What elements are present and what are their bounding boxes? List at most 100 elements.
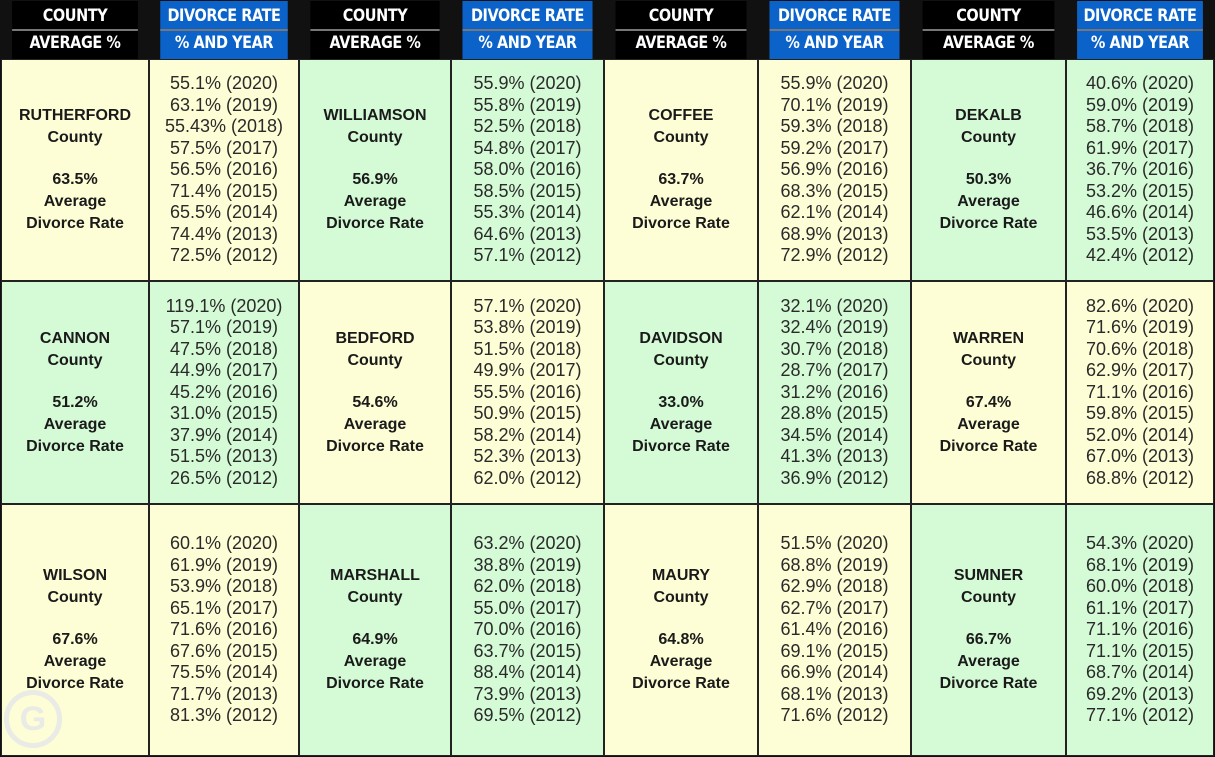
rate-year-entry: 30.7% (2018): [780, 338, 889, 359]
rate-year-entry: 54.8% (2017): [473, 137, 582, 158]
rate-year-entry: 82.6% (2020): [1085, 295, 1195, 316]
divorce-rate-label: Divorce Rate: [326, 437, 424, 455]
rate-year-entry: 71.6% (2016): [169, 619, 279, 640]
rate-year-entry: 59.8% (2015): [1085, 403, 1195, 424]
rate-year-entry: 55.8% (2019): [473, 94, 582, 115]
rates-cell: 55.9% (2020) 70.1% (2019) 59.3% (2018) 59.2…: [758, 59, 911, 281]
rate-year-entry: 61.4% (2016): [780, 619, 889, 640]
header-line: AVERAGE %: [29, 33, 121, 53]
county-average-value: 63.5%: [52, 171, 98, 188]
rate-year-entry: 55.9% (2020): [780, 73, 889, 94]
rate-year-entry: 51.5% (2013): [169, 446, 279, 467]
rate-year-entry: 69.1% (2015): [780, 640, 889, 661]
average-label: Average: [957, 193, 1020, 210]
county-label: County: [653, 129, 709, 146]
rate-year-entry: 88.4% (2014): [473, 662, 582, 683]
rate-year-entry: 51.5% (2020): [780, 533, 889, 554]
rates-cell: 63.2% (2020) 38.8% (2019) 62.0% (2018) 55.0…: [451, 504, 604, 756]
county-name: WILSON: [43, 567, 107, 584]
rate-year-entry: 56.5% (2016): [169, 159, 279, 180]
divorce-rate-label: Divorce Rate: [26, 215, 124, 232]
header-line: DIVORCE RATE: [769, 4, 900, 31]
rates-cell: 57.1% (2020) 53.8% (2019) 51.5% (2018) 49.9…: [451, 281, 604, 504]
rate-year-entry: 58.5% (2015): [473, 180, 582, 201]
county-name: MARSHALL: [330, 567, 420, 584]
rate-year-entry: 68.1% (2013): [780, 683, 889, 704]
rate-year-entry: 62.7% (2017): [780, 597, 889, 618]
rate-year-entry: 59.0% (2019): [1085, 94, 1195, 115]
header-line: % AND YEAR: [1090, 33, 1190, 53]
rate-year-entry: 119.1% (2020): [165, 295, 283, 316]
rate-year-entry: 34.5% (2014): [780, 424, 889, 445]
rate-year-entry: 57.1% (2020): [473, 295, 582, 316]
county-label: County: [347, 589, 403, 606]
average-label: Average: [957, 653, 1020, 670]
county-label: County: [347, 129, 403, 146]
rate-year-entry: 68.9% (2013): [780, 223, 889, 244]
rate-year-entry: 58.2% (2014): [473, 424, 582, 445]
rate-year-entry: 55.43% (2018): [164, 116, 284, 137]
rate-year-entry: 53.5% (2013): [1085, 223, 1195, 244]
county-label: County: [47, 351, 103, 369]
rate-year-entry: 66.9% (2014): [780, 662, 889, 683]
rate-year-entry: 62.0% (2018): [473, 576, 582, 597]
rate-year-entry: 36.7% (2016): [1085, 159, 1195, 180]
rate-year-entry: 60.0% (2018): [1085, 576, 1195, 597]
rate-year-entry: 74.4% (2013): [169, 223, 279, 244]
county-label: County: [347, 351, 403, 369]
header-line: COUNTY: [310, 4, 440, 31]
divorce-rate-label: Divorce Rate: [632, 437, 730, 455]
rate-year-entry: 65.1% (2017): [169, 597, 279, 618]
rate-year-entry: 72.5% (2012): [169, 245, 279, 266]
rates-cell: 60.1% (2020) 61.9% (2019) 53.9% (2018) 65.1…: [149, 504, 299, 756]
divorce-rate-label: Divorce Rate: [326, 675, 424, 692]
average-label: Average: [343, 415, 407, 433]
header-line: COUNTY: [922, 4, 1055, 31]
rate-year-entry: 36.9% (2012): [780, 467, 889, 488]
rate-year-entry: 32.1% (2020): [780, 295, 889, 316]
rate-year-entry: 50.9% (2015): [473, 403, 582, 424]
county-cell: BEDFORD County 54.6% Average Divorce Rate: [299, 281, 451, 504]
rates-cell: 54.3% (2020) 68.1% (2019) 60.0% (2018) 61.1…: [1066, 504, 1214, 756]
rate-year-entry: 41.3% (2013): [780, 446, 889, 467]
rate-year-entry: 52.5% (2018): [473, 116, 582, 137]
header-county-average: COUNTY AVERAGE %: [615, 1, 747, 59]
rate-year-entry: 58.0% (2016): [473, 159, 582, 180]
county-average-value: 67.4%: [965, 393, 1012, 411]
rate-year-entry: 77.1% (2012): [1085, 705, 1195, 726]
rate-year-entry: 71.6% (2019): [1085, 317, 1195, 338]
rate-year-entry: 62.0% (2012): [473, 467, 582, 488]
county-average-value: 66.7%: [965, 631, 1012, 648]
rate-year-entry: 68.3% (2015): [780, 180, 889, 201]
header-county-average: COUNTY AVERAGE %: [922, 1, 1055, 59]
rate-year-entry: 70.0% (2016): [473, 619, 582, 640]
county-average-value: 54.6%: [352, 393, 398, 411]
rates-cell: 32.1% (2020) 32.4% (2019) 30.7% (2018) 28.7…: [758, 281, 911, 504]
rates-cell: 119.1% (2020) 57.1% (2019) 47.5% (2018) 44.…: [149, 281, 299, 504]
divorce-rate-label: Divorce Rate: [326, 215, 424, 232]
header-divorce-rate: DIVORCE RATE% AND YEAR: [160, 1, 288, 59]
county-cell: MARSHALL County 64.9% Average Divorce Rate: [299, 504, 451, 756]
rate-year-entry: 71.4% (2015): [169, 180, 279, 201]
county-label: County: [960, 129, 1017, 146]
rate-year-entry: 59.3% (2018): [780, 116, 889, 137]
rate-year-entry: 71.1% (2016): [1085, 381, 1195, 402]
county-cell: DEKALB County 50.3% Average Divorce Rate: [911, 59, 1066, 281]
county-cell: WARREN County 67.4% Average Divorce Rate: [911, 281, 1066, 504]
rates-cell: 55.9% (2020) 55.8% (2019) 52.5% (2018) 54.8…: [451, 59, 604, 281]
rate-year-entry: 72.9% (2012): [780, 245, 889, 266]
rate-year-entry: 47.5% (2018): [169, 338, 279, 359]
header-divorce-rate: DIVORCE RATE% AND YEAR: [462, 1, 593, 59]
header-line: % AND YEAR: [174, 33, 274, 53]
county-average-value: 33.0%: [658, 393, 704, 411]
county-name: MAURY: [651, 567, 711, 584]
rate-year-entry: 58.7% (2018): [1085, 116, 1195, 137]
rate-year-entry: 71.1% (2016): [1085, 619, 1195, 640]
rate-year-entry: 53.9% (2018): [169, 576, 279, 597]
county-average-value: 64.8%: [658, 631, 704, 648]
rate-year-entry: 55.0% (2017): [473, 597, 582, 618]
rate-year-entry: 49.9% (2017): [473, 360, 582, 381]
rate-year-entry: 73.9% (2013): [473, 683, 582, 704]
divorce-rate-label: Divorce Rate: [26, 437, 124, 455]
